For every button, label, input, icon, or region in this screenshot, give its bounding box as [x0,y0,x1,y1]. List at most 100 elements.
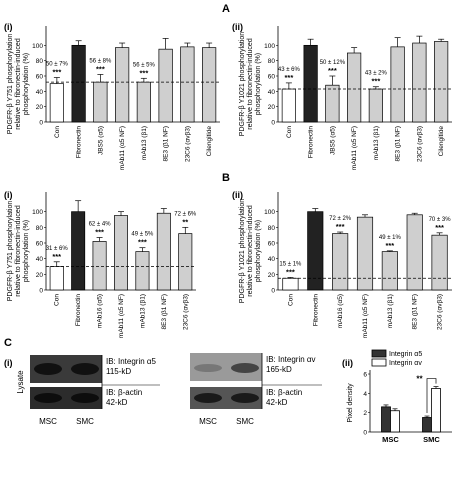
y-tick-label: 40 [268,256,276,263]
bar [115,47,130,123]
bar [422,417,432,433]
legend-swatch [371,358,387,367]
annotation-value: 15 ± 1% [279,261,302,267]
x-tick-label: 8E3 (β1 NF) [161,294,168,330]
subpanel-label: (i) [4,190,13,200]
y-tick-label: 0 [39,288,43,295]
blot-left-target-label: IB: Integrin α5 [106,357,157,366]
blot-left-actin-band [30,387,102,409]
annotation-value: 50 ± 7% [46,62,69,68]
bar [135,251,150,291]
x-tick-label: mAb16 (α5) [97,294,104,328]
y-axis-label: PDGFR-β Y1021 phosphorylation [239,199,246,304]
y-tick-label: 80 [36,225,44,232]
bar [325,84,340,123]
annotation-value: 43 ± 6% [278,67,301,73]
significance-stars: *** [138,238,147,247]
y-axis-label: phosphorylation (%) [23,53,30,115]
x-tick-label: mAb11 (α5 NF) [118,294,125,338]
chart-c-ii: (ii) Pixel density 0 2 4 6 MSC SMC ** Integrin α5… [342,349,452,444]
y-tick-label: 60 [268,74,276,81]
legend-swatch [371,349,387,358]
bar [390,46,405,123]
annotation-value: 56 ± 5% [133,62,156,68]
bar [114,215,128,291]
bar [368,88,383,123]
blot-left-target-kd: 115-kD [106,367,131,376]
annotation-value: 49 ± 1% [379,235,402,241]
band-smc [71,363,99,375]
y-axis-label: relative to fibronectin-induced [247,38,254,130]
annotation-value: 72 ± 2% [329,216,352,222]
blot-lysate-label: Lysate [16,370,25,394]
significance-stars: *** [284,73,293,82]
bar [281,88,296,123]
y-tick-label: 80 [268,225,276,232]
x-tick-label: 23C6 (αvβ3) [184,126,191,162]
y-axis-label: PDGFR-β Y751 phosphorylation [7,201,14,302]
x-tick-label: Con [54,126,61,138]
bar [431,388,441,433]
y-axis-label: Pixel density [347,383,354,423]
significance-stars: *** [286,267,295,276]
band-smc [231,393,259,403]
x-tick-label: MSC [382,435,399,444]
bar [156,212,171,291]
y-tick-label: 0 [39,120,43,127]
y-tick-label: 40 [268,89,276,96]
x-tick-label: 23C6 (αvβ3) [416,126,423,162]
bar [71,44,86,123]
blot-right-actin-band [190,387,262,409]
annotation-value: 50 ± 12% [320,60,346,66]
bar [303,44,318,123]
significance-stars: ** [182,217,188,226]
subpanel-label: (ii) [232,190,243,200]
y-tick-label: 0 [363,430,367,437]
bar [381,406,391,433]
chart-b-i: (i)PDGFR-β Y751 phosphorylation relative … [4,190,197,338]
bar [178,233,193,291]
x-tick-label: JBS5 (α5) [97,126,104,155]
significance-stars: *** [52,68,61,77]
chart-a-i: (i) PDGFR-β Y751 phosphorylation relative … [4,22,220,170]
chart-b-ii: (ii)PDGFR-β Y1021 phosphorylation relativ… [232,190,452,338]
bar [92,241,107,291]
bar [136,81,151,123]
bar [93,81,108,123]
blot-right-lane-smc: SMC [236,417,254,426]
bar [158,48,173,123]
y-tick-label: 2 [363,410,367,417]
y-tick-label: 20 [36,272,44,279]
bar [282,277,299,291]
bar [332,233,349,291]
significance-stars: *** [96,64,105,73]
bar [381,251,398,291]
y-axis-label: phosphorylation (%) [23,220,30,282]
x-tick-label: Con [287,294,294,306]
y-tick-label: 80 [36,58,44,65]
band-smc [231,363,259,373]
x-tick-label: mAb11 (α5 NF) [351,126,358,170]
x-tick-label: mAb13 (β1) [387,294,394,328]
bar [406,214,423,291]
blot-left-actin-label: IB: β-actin [106,388,142,397]
y-tick-label: 60 [268,241,276,248]
significance-stars: *** [385,241,394,250]
blot-right-lane-msc: MSC [199,417,217,426]
x-tick-label: SMC [423,435,440,444]
x-tick-label: JBS5 (α5) [329,126,336,155]
x-tick-label: Fibronectin [312,294,319,327]
bar [434,41,449,123]
y-tick-label: 0 [271,120,275,127]
significance-stars: *** [435,223,444,232]
y-tick-label: 0 [271,288,275,295]
x-tick-label: Fibronectin [76,126,83,159]
blot-sub-label: (i) [4,358,13,368]
y-tick-label: 60 [36,74,44,81]
blot-left-actin-kd: 42-kD [106,398,128,407]
significance-bracket [426,378,437,414]
annotation-value: 62 ± 4% [89,222,112,228]
x-tick-label: mAb16 (α5) [337,294,344,328]
x-tick-label: mAb11 (α5 NF) [119,126,126,170]
